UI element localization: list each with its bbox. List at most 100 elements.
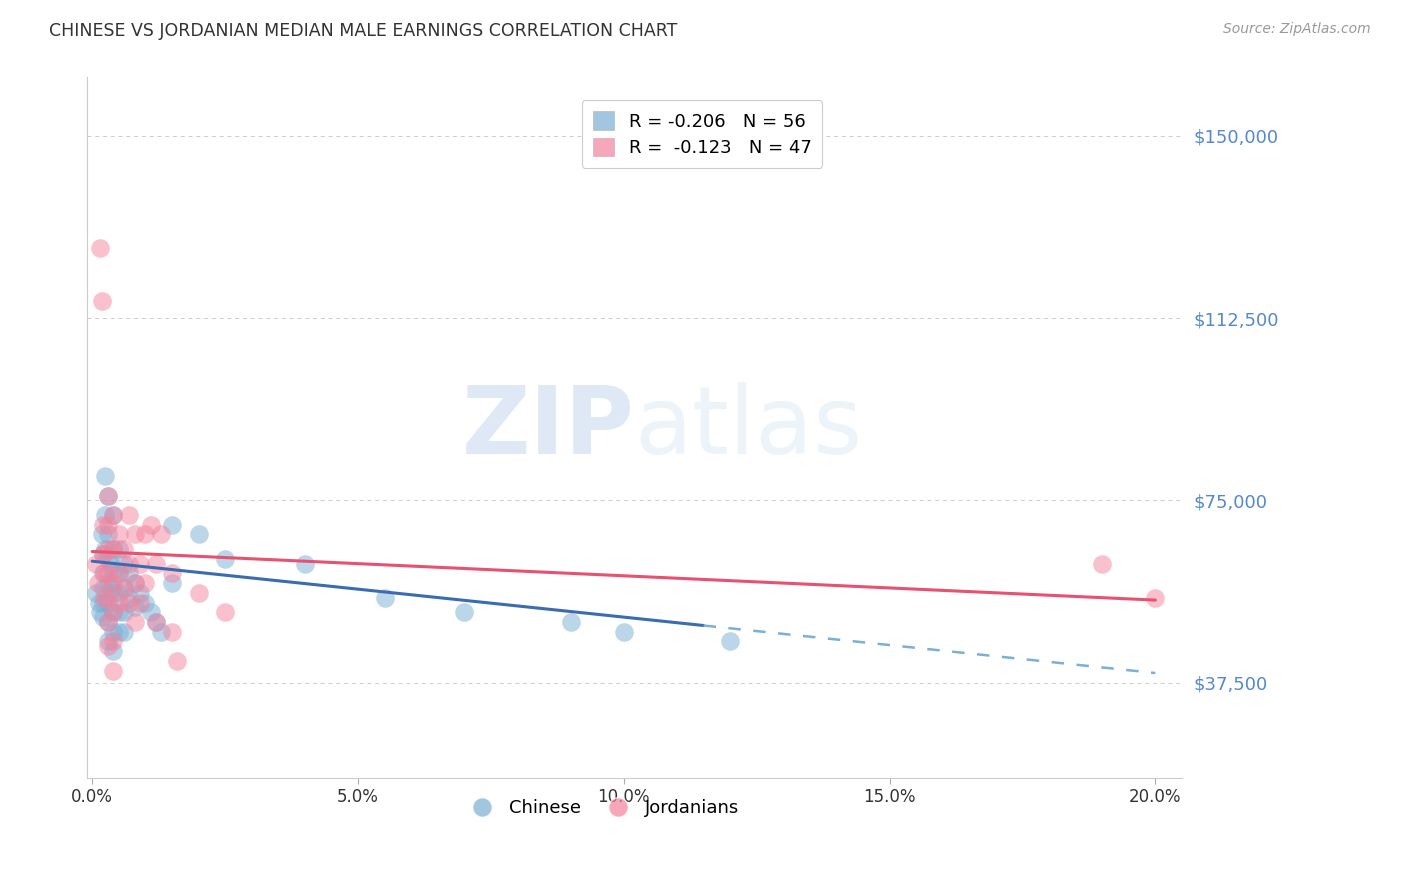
Point — [134, 595, 156, 609]
Point — [134, 527, 156, 541]
Point — [124, 576, 146, 591]
Point — [145, 615, 167, 629]
Point — [107, 566, 129, 581]
Point — [112, 557, 135, 571]
Point — [453, 605, 475, 619]
Point — [112, 581, 135, 595]
Point — [107, 527, 129, 541]
Point — [91, 547, 114, 561]
Point — [139, 605, 162, 619]
Point — [107, 566, 129, 581]
Point — [166, 654, 188, 668]
Point — [94, 508, 117, 522]
Point — [97, 489, 120, 503]
Point — [97, 517, 120, 532]
Point — [97, 551, 120, 566]
Text: atlas: atlas — [634, 382, 863, 474]
Point — [187, 527, 209, 541]
Point — [112, 605, 135, 619]
Point — [103, 542, 125, 557]
Point — [86, 586, 108, 600]
Point — [1091, 557, 1114, 571]
Point — [118, 566, 141, 581]
Point — [91, 581, 114, 595]
Point — [90, 294, 112, 309]
Point — [118, 508, 141, 522]
Point — [103, 542, 125, 557]
Point — [160, 624, 183, 639]
Point — [107, 624, 129, 639]
Point — [94, 469, 117, 483]
Point — [97, 489, 120, 503]
Point — [124, 600, 146, 615]
Point — [118, 591, 141, 605]
Point — [97, 576, 120, 591]
Point — [1144, 591, 1167, 605]
Point — [139, 517, 162, 532]
Point — [107, 605, 129, 619]
Point — [100, 557, 122, 571]
Point — [718, 634, 741, 648]
Point — [103, 664, 125, 678]
Point — [145, 557, 167, 571]
Point — [214, 551, 236, 566]
Point — [97, 591, 120, 605]
Text: Source: ZipAtlas.com: Source: ZipAtlas.com — [1223, 22, 1371, 37]
Point — [107, 586, 129, 600]
Point — [89, 605, 111, 619]
Point — [103, 566, 125, 581]
Point — [103, 624, 125, 639]
Point — [86, 557, 108, 571]
Point — [103, 586, 125, 600]
Point — [97, 595, 120, 609]
Point — [124, 615, 146, 629]
Point — [103, 508, 125, 522]
Point — [91, 517, 114, 532]
Point — [103, 634, 125, 648]
Point — [150, 527, 173, 541]
Point — [103, 605, 125, 619]
Point — [214, 605, 236, 619]
Point — [93, 566, 115, 581]
Point — [160, 517, 183, 532]
Point — [89, 241, 111, 255]
Point — [107, 542, 129, 557]
Point — [560, 615, 582, 629]
Point — [97, 527, 120, 541]
Point — [294, 557, 316, 571]
Point — [112, 581, 135, 595]
Point — [87, 595, 110, 609]
Point — [97, 566, 120, 581]
Point — [160, 566, 183, 581]
Point — [134, 576, 156, 591]
Point — [103, 508, 125, 522]
Point — [103, 576, 125, 591]
Text: ZIP: ZIP — [461, 382, 634, 474]
Point — [86, 576, 108, 591]
Point — [112, 542, 135, 557]
Point — [118, 595, 141, 609]
Point — [118, 557, 141, 571]
Point — [187, 586, 209, 600]
Point — [129, 586, 152, 600]
Point — [94, 542, 117, 557]
Point — [97, 634, 120, 648]
Text: CHINESE VS JORDANIAN MEDIAN MALE EARNINGS CORRELATION CHART: CHINESE VS JORDANIAN MEDIAN MALE EARNING… — [49, 22, 678, 40]
Point — [97, 640, 120, 654]
Point — [613, 624, 636, 639]
Point — [93, 591, 115, 605]
Point — [91, 610, 114, 624]
Point — [150, 624, 173, 639]
Point — [97, 615, 120, 629]
Point — [90, 527, 112, 541]
Point — [100, 581, 122, 595]
Point — [103, 605, 125, 619]
Point — [91, 595, 114, 609]
Point — [374, 591, 396, 605]
Point — [145, 615, 167, 629]
Point — [97, 542, 120, 557]
Point — [129, 595, 152, 609]
Point — [112, 624, 135, 639]
Point — [97, 615, 120, 629]
Point — [160, 576, 183, 591]
